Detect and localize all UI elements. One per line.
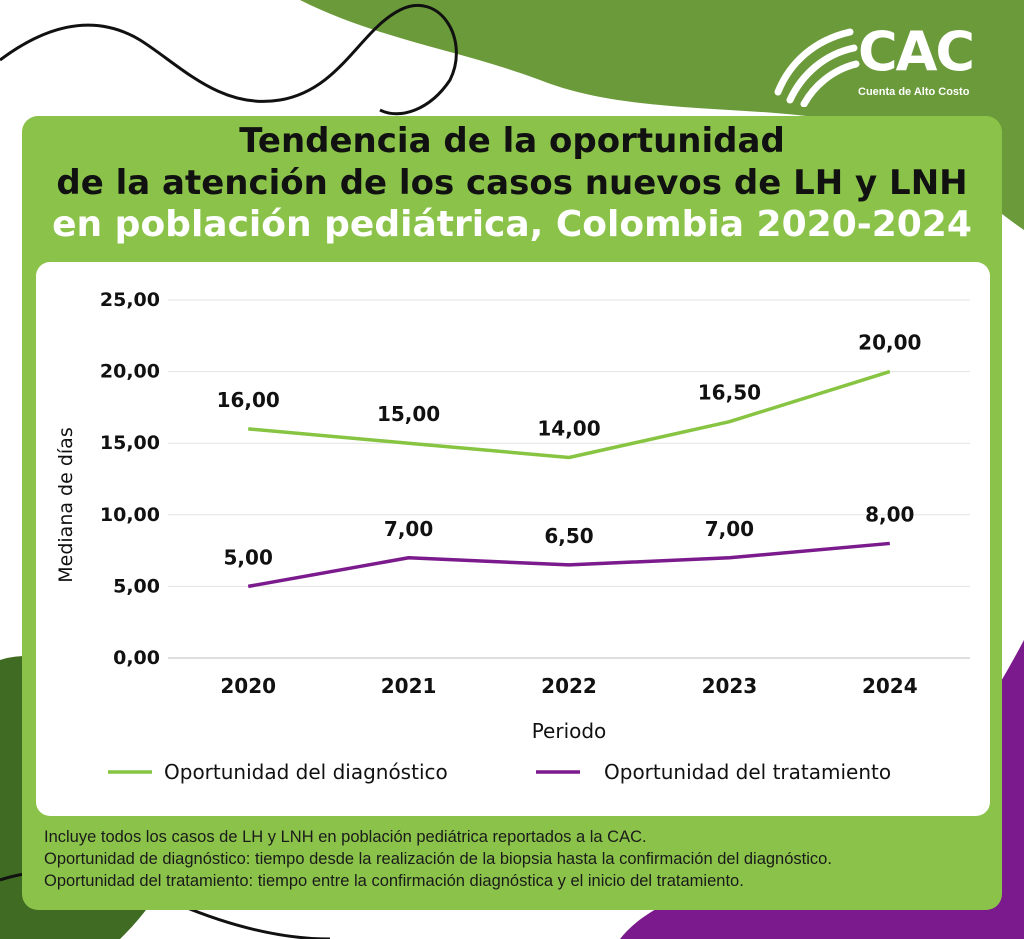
chart-title: Tendencia de la oportunidad de la atenci… — [22, 120, 1002, 246]
title-line-3: en población pediátrica, Colombia 2020-2… — [52, 204, 972, 245]
data-label: 15,00 — [377, 402, 440, 426]
data-label: 16,00 — [217, 388, 280, 412]
y-tick-label: 25,00 — [100, 289, 160, 311]
green-blob-top — [300, 0, 1024, 230]
footnotes: Incluye todos los casos de LH y LNH en p… — [44, 826, 994, 892]
line-chart: 0,00 5,00 10,00 15,00 20,00 25,00 2020 2021 2022… — [55, 289, 970, 784]
data-label: 7,00 — [384, 517, 433, 541]
y-tick-label: 5,00 — [113, 575, 160, 597]
logo-text: CAC — [858, 20, 975, 83]
legend-label: Oportunidad del diagnóstico — [164, 760, 448, 784]
cac-logo-mark — [774, 28, 860, 107]
x-tick-label: 2022 — [541, 674, 597, 698]
title-line-1: Tendencia de la oportunidad — [239, 121, 785, 161]
black-curve-top — [0, 3, 458, 116]
y-tick-label: 0,00 — [113, 647, 160, 669]
x-tick-label: 2023 — [702, 674, 758, 698]
x-tick-label: 2021 — [381, 674, 437, 698]
data-label: 8,00 — [865, 502, 914, 526]
data-label: 16,50 — [698, 381, 761, 405]
data-label: 5,00 — [224, 545, 273, 569]
legend-label: Oportunidad del tratamiento — [604, 760, 891, 784]
title-line-2: de la atención de los casos nuevos de LH… — [56, 163, 968, 203]
logo-subtitle: Cuenta de Alto Costo — [858, 86, 970, 98]
chart-card — [36, 262, 990, 816]
data-label: 20,00 — [858, 331, 921, 355]
y-tick-label: 10,00 — [100, 504, 160, 526]
series-line — [248, 369, 891, 460]
footnote-2: Oportunidad de diagnóstico: tiempo desde… — [44, 850, 832, 868]
x-tick-label: 2024 — [862, 674, 918, 698]
footnote-1: Incluye todos los casos de LH y LNH en p… — [44, 828, 647, 846]
footnote-3: Oportunidad del tratamiento: tiempo entr… — [44, 872, 744, 890]
data-label: 14,00 — [537, 417, 600, 441]
x-tick-label: 2020 — [220, 674, 276, 698]
data-label: 6,50 — [544, 524, 593, 548]
data-label: 7,00 — [705, 517, 754, 541]
y-tick-label: 20,00 — [100, 361, 160, 383]
y-tick-label: 15,00 — [100, 432, 160, 454]
x-axis-title: Periodo — [532, 719, 607, 743]
y-axis-title: Mediana de días — [55, 427, 77, 582]
